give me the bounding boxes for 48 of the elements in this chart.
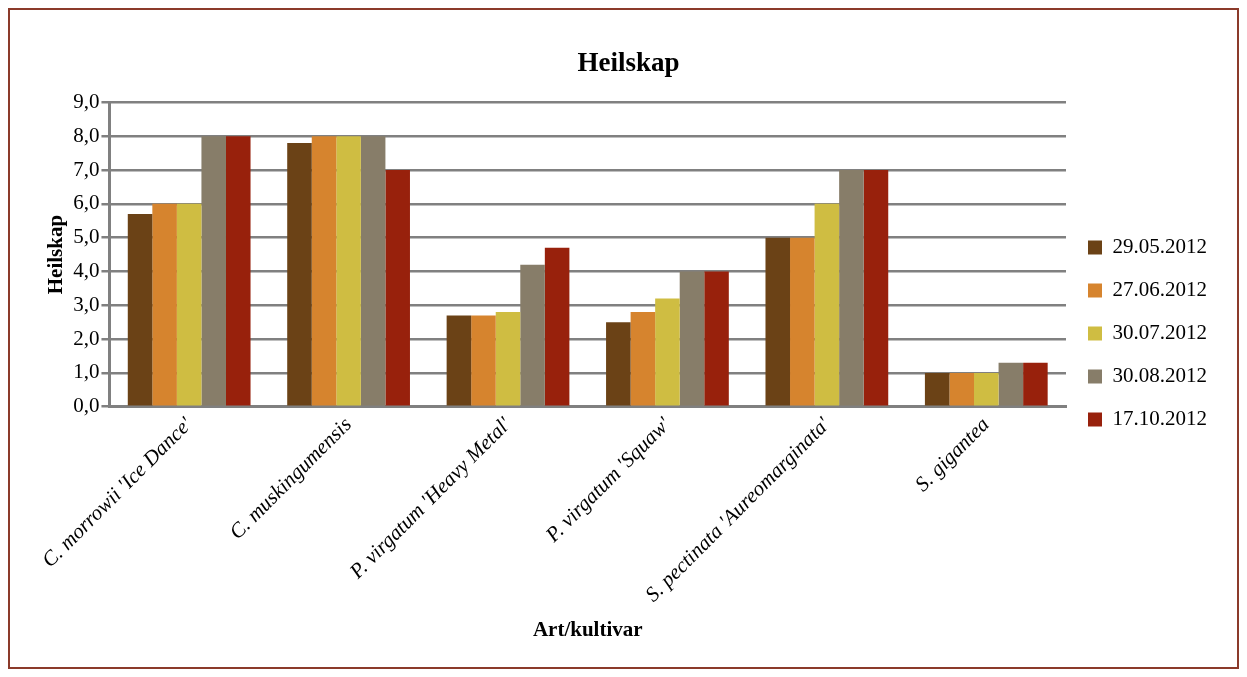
bar <box>765 237 791 406</box>
bar <box>471 315 496 406</box>
y-tick-label: 8,0 <box>73 122 100 147</box>
bar <box>630 312 656 406</box>
y-tick-label: 2,0 <box>73 325 100 350</box>
legend-label: 17.10.2012 <box>1112 406 1207 431</box>
y-axis-title: Heilskap <box>43 214 68 295</box>
bar <box>655 298 680 406</box>
bar <box>1023 362 1048 406</box>
bar <box>974 372 999 406</box>
bar <box>287 142 312 406</box>
chart-title: Heilskap <box>577 47 680 78</box>
bar <box>360 136 386 406</box>
bar <box>704 271 729 406</box>
bar <box>446 315 472 406</box>
bar <box>520 264 545 406</box>
bar <box>790 237 815 406</box>
bar <box>127 213 153 406</box>
bar <box>998 362 1024 406</box>
bar <box>606 322 631 406</box>
y-tick-label: 9,0 <box>73 88 100 113</box>
bar <box>495 312 521 406</box>
bar <box>814 203 840 406</box>
y-tick-label: 4,0 <box>73 258 100 282</box>
bar <box>201 136 226 406</box>
legend-label: 30.07.2012 <box>1112 320 1207 345</box>
bar <box>863 170 889 406</box>
y-tick-label: 5,0 <box>73 224 100 249</box>
bar <box>839 170 864 406</box>
bar <box>679 271 705 406</box>
bar <box>336 136 361 406</box>
bar <box>949 372 975 406</box>
y-tick-label: 6,0 <box>73 190 100 215</box>
y-tick-label: 3,0 <box>73 291 100 316</box>
bar <box>544 247 570 406</box>
legend-label: 27.06.2012 <box>1112 277 1207 302</box>
y-tick-label: 1,0 <box>73 359 100 384</box>
bar <box>385 170 410 406</box>
bar <box>924 372 950 406</box>
legend-label: 29.05.2012 <box>1112 234 1207 259</box>
y-tick-label: 7,0 <box>73 156 100 181</box>
x-axis-title: Art/kultivar <box>532 616 643 641</box>
bar <box>176 203 202 406</box>
y-tick-label: 0,0 <box>73 393 100 418</box>
bar <box>225 136 251 406</box>
legend-label: 30.08.2012 <box>1112 363 1207 388</box>
bar <box>152 203 177 406</box>
bar <box>311 136 337 406</box>
